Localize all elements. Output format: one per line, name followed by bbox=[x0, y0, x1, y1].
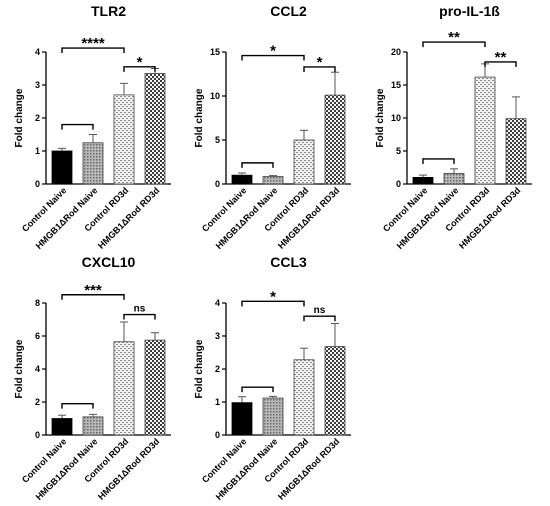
category-label: HMGB1ΔRod RD3d bbox=[457, 185, 522, 250]
category-label: HMGB1ΔRod RD3d bbox=[276, 185, 341, 250]
y-tick-label: 15 bbox=[391, 80, 401, 90]
bar bbox=[113, 94, 135, 185]
bar bbox=[474, 76, 496, 185]
bar bbox=[262, 397, 284, 436]
bar bbox=[293, 139, 315, 185]
y-tick-label: 0 bbox=[396, 179, 401, 189]
significance-bracket bbox=[61, 402, 94, 409]
significance-bracket bbox=[123, 313, 156, 320]
significance-bracket bbox=[61, 123, 94, 130]
significance-bracket bbox=[61, 294, 125, 300]
y-tick-label: 4 bbox=[215, 298, 220, 308]
y-tick-label: 3 bbox=[35, 80, 40, 90]
significance-label: * bbox=[137, 54, 143, 71]
significance-bracket bbox=[303, 66, 336, 72]
chart-title: CCL3 bbox=[270, 254, 307, 270]
y-tick-label: 5 bbox=[396, 146, 401, 156]
bar bbox=[51, 150, 73, 185]
y-tick-label: 5 bbox=[215, 135, 220, 145]
y-tick-label: 3 bbox=[215, 331, 220, 341]
bar bbox=[144, 339, 166, 436]
y-axis-label: Fold change bbox=[194, 88, 205, 147]
bar bbox=[293, 359, 315, 436]
y-tick-label: 10 bbox=[210, 91, 220, 101]
significance-bracket bbox=[484, 61, 517, 67]
significance-label: * bbox=[270, 43, 276, 60]
bar bbox=[231, 402, 253, 436]
y-tick-label: 0 bbox=[35, 179, 40, 189]
y-axis-label: Fold change bbox=[14, 88, 25, 147]
significance-label: *** bbox=[84, 282, 102, 299]
significance-label: **** bbox=[81, 35, 105, 52]
bar bbox=[144, 73, 166, 185]
chart-title: CXCL10 bbox=[82, 254, 136, 270]
significance-bracket bbox=[241, 54, 305, 61]
y-axis-label: Fold change bbox=[194, 339, 205, 398]
y-tick-label: 1 bbox=[215, 397, 220, 407]
significance-bracket bbox=[241, 300, 305, 307]
significance-bracket bbox=[422, 158, 455, 164]
significance-bracket bbox=[303, 315, 336, 322]
y-tick-label: 2 bbox=[35, 113, 40, 123]
significance-label: ns bbox=[134, 304, 146, 315]
chart-title: pro-IL-1ß bbox=[439, 3, 500, 19]
chart-title: TLR2 bbox=[91, 3, 126, 19]
y-tick-label: 15 bbox=[210, 47, 220, 57]
category-label: HMGB1ΔRod RD3d bbox=[96, 185, 161, 250]
bar bbox=[324, 94, 346, 185]
bar bbox=[113, 341, 135, 436]
chart-title: CCL2 bbox=[270, 3, 307, 19]
bar bbox=[412, 176, 434, 185]
significance-label: * bbox=[317, 54, 323, 71]
bar bbox=[505, 118, 527, 185]
category-label: HMGB1ΔRod RD3d bbox=[276, 436, 341, 501]
bar bbox=[443, 173, 465, 185]
significance-label: ** bbox=[495, 49, 507, 66]
significance-bracket bbox=[123, 66, 156, 72]
y-axis-label: Fold change bbox=[14, 339, 25, 398]
bar bbox=[231, 174, 253, 185]
y-tick-label: 1 bbox=[35, 146, 40, 156]
y-tick-label: 4 bbox=[35, 47, 40, 57]
significance-bracket bbox=[422, 41, 486, 48]
significance-label: * bbox=[270, 288, 276, 305]
category-label: HMGB1ΔRod RD3d bbox=[96, 436, 161, 501]
significance-label: ** bbox=[448, 29, 460, 46]
y-tick-label: 20 bbox=[391, 47, 401, 57]
significance-label: ns bbox=[314, 305, 326, 316]
y-tick-label: 4 bbox=[35, 364, 40, 374]
significance-bracket bbox=[241, 162, 274, 168]
y-tick-label: 6 bbox=[35, 331, 40, 341]
y-tick-label: 0 bbox=[35, 430, 40, 440]
bar bbox=[82, 142, 104, 185]
bar bbox=[324, 346, 346, 436]
y-tick-label: 10 bbox=[391, 113, 401, 123]
y-tick-label: 0 bbox=[215, 430, 220, 440]
significance-bracket bbox=[61, 47, 125, 54]
y-tick-label: 2 bbox=[215, 364, 220, 374]
y-tick-label: 8 bbox=[35, 298, 40, 308]
significance-bracket bbox=[241, 386, 274, 393]
bar bbox=[262, 176, 284, 185]
y-tick-label: 0 bbox=[215, 179, 220, 189]
bar bbox=[82, 416, 104, 436]
bar bbox=[51, 418, 73, 436]
y-tick-label: 2 bbox=[35, 397, 40, 407]
y-axis-label: Fold change bbox=[375, 88, 386, 147]
